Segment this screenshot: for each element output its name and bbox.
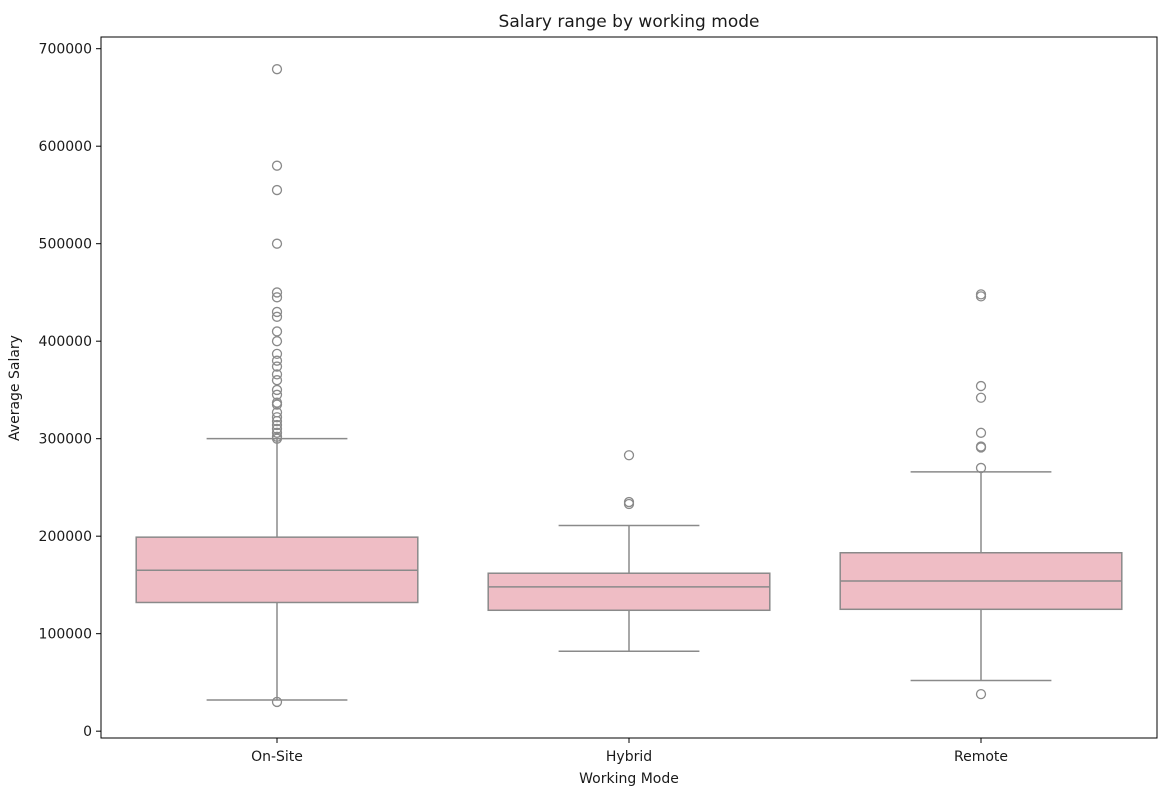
outlier-point — [975, 427, 987, 438]
chart-title: Salary range by working mode — [499, 12, 760, 32]
outlier-point — [271, 427, 283, 438]
outlier-point — [271, 389, 283, 400]
outlier-point — [271, 238, 283, 249]
outlier-point — [271, 184, 283, 196]
outlier-point — [623, 450, 635, 461]
outlier-point — [271, 399, 283, 410]
outlier-point — [271, 419, 283, 431]
y-tick-label: 300000 — [39, 432, 92, 448]
x-tick-label: On-Site — [251, 749, 303, 765]
y-tick-label: 700000 — [39, 42, 92, 58]
outlier-point — [975, 380, 987, 392]
outlier-point — [975, 688, 987, 700]
outlier-point — [623, 498, 635, 510]
outlier-point — [975, 291, 987, 302]
y-tick-label: 200000 — [39, 529, 92, 545]
outlier-point — [975, 462, 987, 474]
box-hybrid — [487, 572, 771, 612]
x-tick-label: Hybrid — [606, 749, 652, 765]
y-axis-label: Average Salary — [7, 335, 23, 441]
y-tick-label: 600000 — [39, 139, 92, 155]
outlier-point — [271, 311, 283, 322]
outlier-point — [271, 336, 283, 347]
outlier-point — [975, 442, 987, 453]
outlier-point — [271, 361, 283, 372]
outlier-point — [271, 287, 283, 298]
outlier-point — [271, 326, 283, 337]
outlier-point — [271, 306, 283, 318]
x-tick-label: Remote — [954, 749, 1008, 765]
plot-frame — [100, 36, 1158, 739]
outlier-point — [271, 433, 283, 444]
y-tick-label: 100000 — [39, 627, 92, 643]
outlier-point — [271, 160, 283, 171]
outlier-point — [271, 412, 283, 423]
outlier-point — [271, 384, 283, 396]
outlier-point — [271, 355, 283, 366]
outlier-point — [271, 292, 283, 303]
outlier-point — [271, 415, 283, 427]
x-axis-label: Working Mode — [579, 771, 679, 787]
outlier-point — [975, 392, 987, 403]
outlier-point — [271, 423, 283, 435]
y-tick-label: 500000 — [39, 237, 92, 253]
outlier-point — [271, 64, 283, 75]
outlier-point — [271, 369, 283, 380]
y-tick-label: 400000 — [39, 334, 92, 350]
outlier-point — [271, 375, 283, 386]
outlier-point — [271, 696, 283, 708]
outlier-point — [271, 348, 283, 360]
y-tick-label: 0 — [83, 724, 92, 740]
